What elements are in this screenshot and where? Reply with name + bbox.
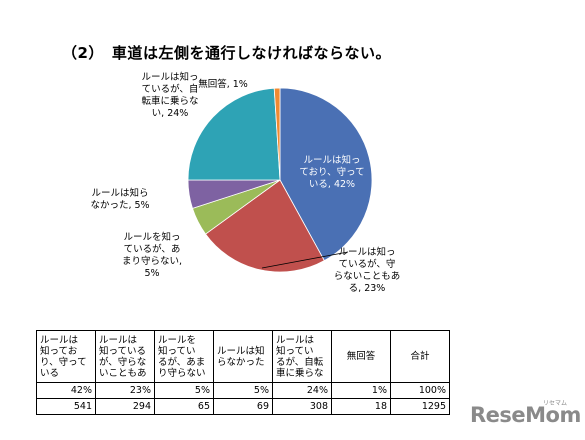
slice-label: ルールは知っており、守っている, 42% xyxy=(299,154,364,190)
resemom-logo-sub: リセマム xyxy=(543,400,568,407)
count-cell: 69 xyxy=(213,398,273,415)
slice-no-answer xyxy=(273,87,281,181)
pie-chart: ルールは知っており、守っている, 42% ルールは知っているが、守らないこともある… xyxy=(90,71,401,294)
header-text-line: いる xyxy=(40,367,60,379)
percent-cell: 24% xyxy=(272,382,332,399)
header-text-line: 車に乗らな xyxy=(276,367,324,379)
percent-cell: 42% xyxy=(36,382,96,399)
header-text-line: り、守って xyxy=(40,356,87,368)
header-text-line: 知っている xyxy=(99,345,147,357)
header-text-line: ルールは xyxy=(276,334,315,346)
slice-aware-follow xyxy=(279,87,373,262)
header-text-line: 知ってい xyxy=(158,345,196,357)
header-cell-aware-rarely: ルールを 知ってい るが、あま り守らない xyxy=(154,330,214,383)
count-cell: 308 xyxy=(272,398,332,415)
chart-title: （2） 車道は左側を通行しなければならない。 xyxy=(62,44,391,62)
count-cell: 65 xyxy=(154,398,214,415)
percent-cell: 5% xyxy=(154,382,214,399)
slice-label: ルールを知っているが、あまり守らない, 5% xyxy=(122,231,182,279)
resemom-logo: ReseMom xyxy=(470,403,581,427)
slice-aware-sometimes-not xyxy=(205,179,325,273)
slice-label: 無回答, 1% xyxy=(198,78,248,90)
count-cell: 18 xyxy=(331,398,391,415)
header-cell-aware-sometimes-not: ルールは 知っている が、守らな いこともあ xyxy=(95,330,155,383)
slice-label: ルールは知っているが、自転車に乗らない, 24% xyxy=(141,71,198,119)
header-text-line: らなかった xyxy=(217,356,265,368)
header-text-line: いこともあ xyxy=(99,367,147,379)
table-row-percent: 42% 23% 5% 5% 24% 1% 100% xyxy=(36,382,450,399)
header-text-line: 知ってい xyxy=(276,345,314,357)
header-text-line: ルールを xyxy=(158,334,197,346)
header-text-line: 合計 xyxy=(410,351,430,362)
count-cell: 294 xyxy=(95,398,155,415)
data-table: ルールは 知ってお り、守って いる ルールは 知っている が、守らな いこともあ ルールを… xyxy=(36,330,450,415)
header-cell-unaware: ルールは知 らなかった xyxy=(213,330,273,383)
table-row-count: 541 294 65 69 308 18 1295 xyxy=(36,398,450,415)
header-text-line: るが、自転 xyxy=(276,356,324,368)
slice-no-bike xyxy=(187,87,281,181)
header-text-line: が、守らな xyxy=(99,356,147,368)
table-header-row: ルールは 知ってお り、守って いる ルールは 知っている が、守らな いこともあ ルールを… xyxy=(36,330,450,383)
header-text-line: 無回答 xyxy=(346,351,376,362)
header-cell-total: 合計 xyxy=(390,330,450,383)
count-cell: 541 xyxy=(36,398,96,415)
percent-cell: 100% xyxy=(390,382,450,399)
header-cell-aware-follow: ルールは 知ってお り、守って いる xyxy=(36,330,96,383)
slice-label: ルールは知らなかった, 5% xyxy=(90,187,149,211)
count-cell: 1295 xyxy=(390,398,450,415)
header-cell-no-answer: 無回答 xyxy=(331,330,391,383)
header-text-line: るが、あま xyxy=(158,356,206,368)
header-text-line: ルールは xyxy=(99,334,138,346)
header-cell-no-bike: ルールは 知ってい るが、自転 車に乗らな xyxy=(272,330,332,383)
slice-label: ルールは知っているが、守らないこともある, 23% xyxy=(334,246,401,294)
header-text-line: ルールは知 xyxy=(217,345,265,357)
header-text-line: り守らない xyxy=(158,367,206,379)
leader-line xyxy=(261,251,349,269)
percent-cell: 1% xyxy=(331,382,391,399)
percent-cell: 23% xyxy=(95,382,155,399)
percent-cell: 5% xyxy=(213,382,273,399)
header-text-line: 知ってお xyxy=(40,345,78,357)
header-text-line: ルールは xyxy=(40,334,79,346)
